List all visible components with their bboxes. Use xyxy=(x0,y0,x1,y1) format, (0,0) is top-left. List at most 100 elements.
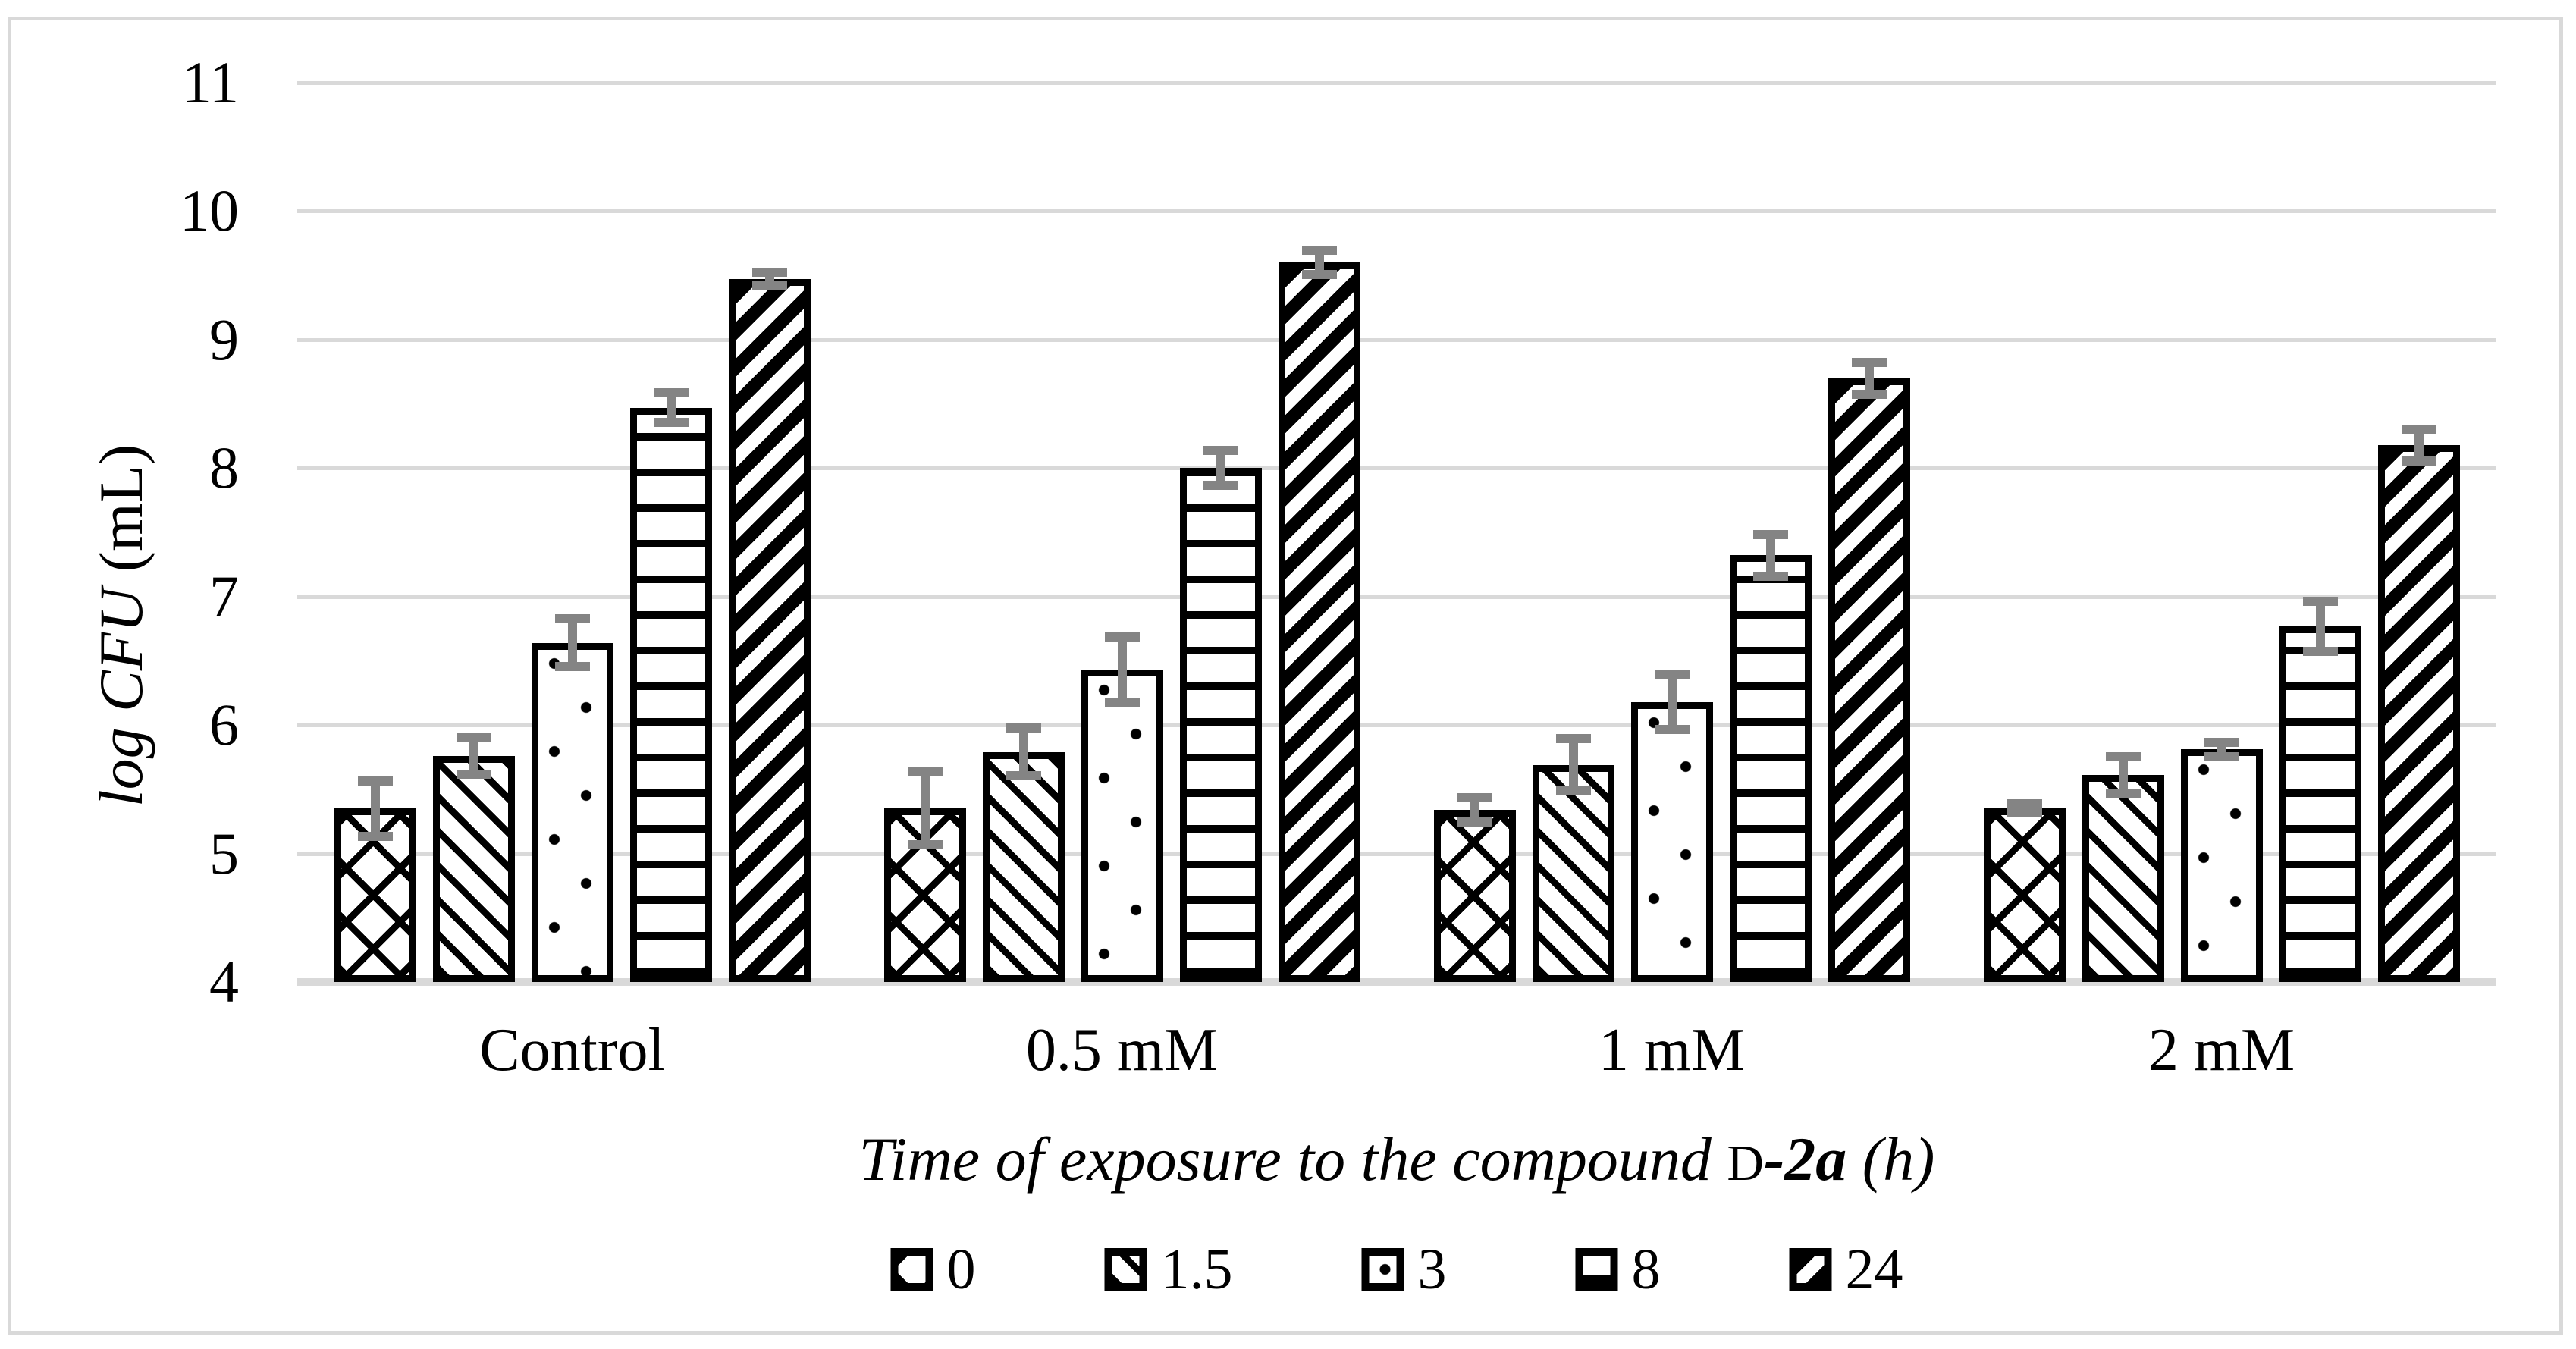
error-bar-2mM-3h xyxy=(2204,738,2239,761)
y-axis-title-unit: (mL) xyxy=(86,444,155,588)
bar-Control-3h xyxy=(531,642,613,982)
bar-1mM-8h xyxy=(1729,555,1812,982)
error-cap-bottom xyxy=(2204,751,2239,761)
bar-Control-1.5h xyxy=(432,755,515,982)
error-stem xyxy=(567,614,577,671)
bar-0.5mM-24h xyxy=(1278,262,1360,982)
error-cap-bottom xyxy=(2007,808,2042,818)
bar-2mM-0h xyxy=(1983,808,2066,982)
error-bar-Control-8h xyxy=(653,388,689,428)
error-cap-bottom xyxy=(1006,770,1041,780)
x-axis-title-compound-prefix: D xyxy=(1727,1134,1764,1191)
legend-entry-8h: 8 xyxy=(1575,1238,1661,1301)
error-stem xyxy=(1216,446,1225,491)
error-bar-1mM-24h xyxy=(1851,357,1887,399)
bar-1mM-3h xyxy=(1630,701,1713,982)
error-bar-1mM-1.5h xyxy=(1555,734,1591,796)
legend-label-24h: 24 xyxy=(1845,1238,1903,1301)
bar-2mM-1.5h xyxy=(2082,775,2164,982)
legend-swatch-dotted-icon xyxy=(1361,1248,1404,1291)
error-bar-2mM-1.5h xyxy=(2105,751,2141,798)
error-stem xyxy=(1018,723,1028,780)
error-cap-bottom xyxy=(1104,698,1140,707)
error-cap-bottom xyxy=(2401,456,2436,466)
error-bar-Control-3h xyxy=(554,614,590,671)
legend-label-3h: 3 xyxy=(1417,1238,1447,1301)
error-bar-2mM-24h xyxy=(2401,424,2436,466)
legend-swatch-diagonal-up-bold-icon xyxy=(1789,1248,1832,1291)
x-category-label-0.5mM: 0.5 mM xyxy=(1025,1017,1219,1084)
error-cap-bottom xyxy=(653,418,689,428)
legend: 0 1.5 3 8 24 xyxy=(890,1238,1903,1301)
y-tick-label-7: 7 xyxy=(209,563,239,629)
legend-entry-3h: 3 xyxy=(1361,1238,1447,1301)
error-cap-bottom xyxy=(751,281,787,291)
bar-Control-8h xyxy=(629,407,712,982)
y-tick-label-8: 8 xyxy=(209,435,239,501)
error-cap-bottom xyxy=(2105,789,2141,798)
error-bar-1mM-8h xyxy=(1752,529,1788,582)
error-cap-bottom xyxy=(1301,270,1337,280)
error-stem xyxy=(1568,734,1578,796)
gridline-y-8 xyxy=(297,466,2496,471)
error-cap-bottom xyxy=(1654,724,1690,734)
error-stem xyxy=(666,388,676,428)
x-axis-title: Time of exposure to the compound D-2a (h… xyxy=(859,1124,1935,1195)
legend-swatch-diagonal-down-icon xyxy=(1104,1248,1147,1291)
bar-0.5mM-3h xyxy=(1081,670,1163,982)
error-stem xyxy=(2118,751,2128,798)
legend-swatch-horizontal-lines-icon xyxy=(1575,1248,1618,1291)
bar-2mM-8h xyxy=(2279,626,2361,982)
bar-2mM-3h xyxy=(2180,749,2263,982)
bar-Control-24h xyxy=(728,279,811,982)
error-bar-1mM-3h xyxy=(1654,670,1690,734)
bar-0.5mM-8h xyxy=(1179,468,1262,982)
error-bar-2mM-0h xyxy=(2007,799,2042,818)
y-tick-label-4: 4 xyxy=(209,949,239,1015)
x-axis-title-compound: -2a xyxy=(1763,1125,1847,1194)
legend-entry-0h: 0 xyxy=(890,1238,976,1301)
y-tick-label-9: 9 xyxy=(209,306,239,372)
legend-label-0h: 0 xyxy=(946,1238,976,1301)
gridline-y-5 xyxy=(297,852,2496,856)
error-cap-bottom xyxy=(1752,572,1788,582)
gridline-y-7 xyxy=(297,595,2496,599)
y-axis-title: log CFU (mL) xyxy=(86,444,157,807)
legend-entry-24h: 24 xyxy=(1789,1238,1903,1301)
legend-swatch-diagonal-crosshatch-icon xyxy=(890,1248,933,1291)
error-stem xyxy=(920,767,930,850)
x-category-label-1mM: 1 mM xyxy=(1598,1017,1746,1084)
bar-0.5mM-1.5h xyxy=(982,751,1065,982)
x-axis-title-unit: (h) xyxy=(1846,1125,1935,1194)
gridline-y-11 xyxy=(297,81,2496,85)
error-cap-bottom xyxy=(456,770,491,780)
error-cap-bottom xyxy=(907,840,943,850)
y-tick-label-6: 6 xyxy=(209,692,239,758)
bar-Control-0h xyxy=(334,808,416,982)
error-bar-1mM-0h xyxy=(1457,792,1492,827)
error-stem xyxy=(1864,357,1874,399)
error-cap-bottom xyxy=(2302,646,2338,656)
gridline-y-10 xyxy=(297,209,2496,214)
legend-label-8h: 8 xyxy=(1631,1238,1661,1301)
x-category-label-2mM: 2 mM xyxy=(2148,1017,2295,1084)
error-bar-Control-24h xyxy=(751,267,787,291)
y-tick-label-11: 11 xyxy=(181,49,239,115)
y-tick-label-5: 5 xyxy=(209,820,239,886)
error-cap-bottom xyxy=(1457,817,1492,827)
bar-1mM-24h xyxy=(1828,378,1910,982)
y-axis-title-text: log CFU xyxy=(86,587,155,808)
error-bar-0.5mM-3h xyxy=(1104,632,1140,707)
error-stem xyxy=(1765,529,1775,582)
error-bar-0.5mM-8h xyxy=(1203,446,1238,491)
legend-entry-1.5h: 1.5 xyxy=(1104,1241,1233,1298)
error-cap-bottom xyxy=(1851,389,1887,399)
error-bar-2mM-8h xyxy=(2302,596,2338,656)
gridline-y-9 xyxy=(297,337,2496,342)
bar-2mM-24h xyxy=(2377,444,2460,982)
error-cap-bottom xyxy=(554,661,590,671)
error-bar-0.5mM-1.5h xyxy=(1006,723,1041,780)
y-tick-label-10: 10 xyxy=(180,177,239,244)
error-bar-Control-0h xyxy=(357,776,393,841)
